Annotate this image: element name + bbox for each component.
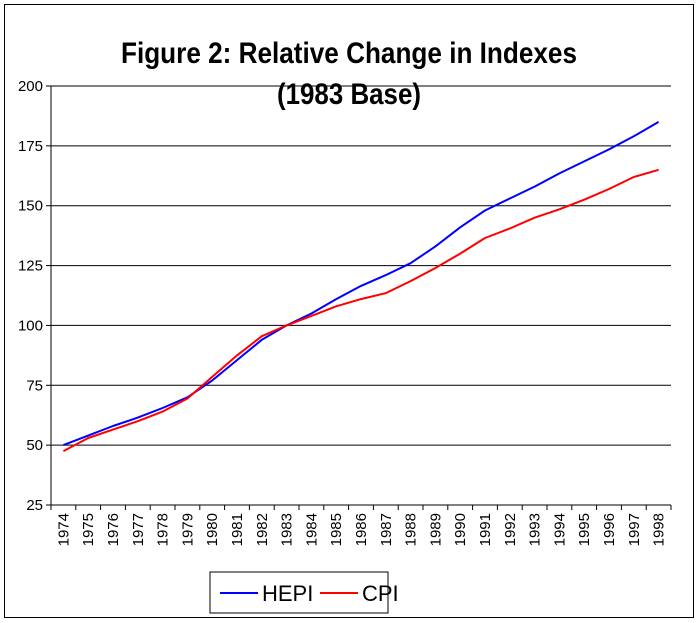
axes: [46, 85, 672, 510]
y-tick-labels: 25 50 75 100 125 150 175 200: [18, 78, 43, 514]
x-tick-label: 1979: [179, 513, 196, 546]
y-tick-label: 125: [18, 258, 43, 275]
x-tick-label: 1981: [229, 513, 246, 546]
y-tick-label: 100: [18, 317, 43, 334]
x-tick-label: 1995: [576, 513, 593, 546]
x-tick-label: 1987: [378, 513, 395, 546]
x-tick-label: 1991: [477, 513, 494, 546]
legend: HEPI CPI: [209, 571, 399, 614]
series-line-cpi: [62, 168, 659, 452]
x-tick-label: 1998: [651, 513, 668, 546]
chart-frame: Figure 2: Relative Change in Indexes (19…: [4, 4, 694, 618]
grid-lines: [51, 85, 671, 506]
y-tick-label: 150: [18, 198, 43, 215]
x-tick-label: 1980: [204, 513, 221, 546]
series-line-hepi: [63, 121, 660, 447]
y-tick-label: 175: [18, 138, 43, 155]
x-tick-labels: 1974 1975 1976 1977 1978 1979 1980 1981 1982 1983…: [55, 513, 667, 546]
x-tick-label: 1977: [130, 513, 147, 546]
x-tick-label: 1982: [254, 513, 271, 546]
x-tick-label: 1985: [328, 513, 345, 546]
y-tick-label: 75: [26, 377, 43, 394]
x-tick-label: 1996: [601, 513, 618, 546]
x-tick-label: 1978: [155, 513, 172, 546]
x-tick-label: 1976: [105, 513, 122, 546]
x-tick-label: 1993: [527, 513, 544, 546]
x-tick-label: 1988: [403, 513, 420, 546]
chart-title: Figure 2: Relative Change in Indexes (19…: [121, 37, 577, 111]
x-tick-label: 1975: [80, 513, 97, 546]
x-tick-label: 1986: [353, 513, 370, 546]
x-tick-label: 1992: [502, 513, 519, 546]
x-tick-label: 1990: [452, 513, 469, 546]
x-tick-label: 1989: [427, 513, 444, 546]
x-tick-label: 1994: [551, 513, 568, 546]
y-tick-label: 200: [18, 78, 43, 95]
x-tick-label: 1983: [279, 513, 296, 546]
chart-title-line1: Figure 2: Relative Change in Indexes: [121, 37, 577, 70]
x-tick-label: 1974: [55, 513, 72, 546]
chart-title-line2: (1983 Base): [277, 78, 421, 111]
y-tick-label: 50: [26, 437, 43, 454]
series-lines: [62, 121, 660, 452]
x-tick-label: 1997: [626, 513, 643, 546]
legend-label-hepi: HEPI: [262, 581, 313, 606]
line-chart: Figure 2: Relative Change in Indexes (19…: [18, 37, 672, 614]
x-tick-label: 1984: [303, 513, 320, 546]
y-tick-label: 25: [26, 497, 43, 514]
legend-label-cpi: CPI: [362, 581, 399, 606]
